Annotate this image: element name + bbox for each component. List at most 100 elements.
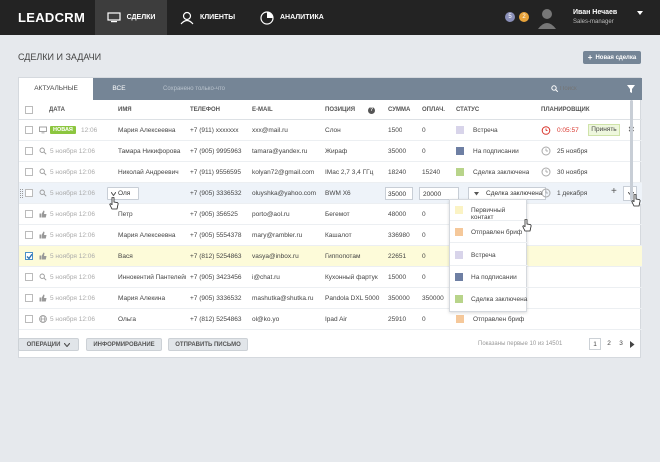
name-cell[interactable]: Иннокентий Пантелеймонович <box>118 274 186 281</box>
search-input[interactable] <box>560 83 620 95</box>
page-2[interactable]: 2 <box>607 340 611 347</box>
nav-clients[interactable]: КЛИЕНТЫ <box>180 0 252 35</box>
plan-cell[interactable]: 30 ноября <box>557 169 588 176</box>
drag-handle[interactable] <box>20 189 23 198</box>
help-icon[interactable]: ? <box>368 107 375 114</box>
phone-cell[interactable]: +7 (812) 5254863 <box>190 253 242 260</box>
scrollbar[interactable] <box>630 100 633 200</box>
name-cell[interactable]: Петр <box>118 211 133 218</box>
phone-cell[interactable]: +7 (911) xxxxxxx <box>190 127 239 134</box>
add-icon[interactable]: + <box>611 186 617 197</box>
name-cell[interactable]: Ольга <box>118 316 137 323</box>
paid-cell[interactable]: 0 <box>422 148 426 155</box>
paid-cell[interactable]: 0 <box>422 274 426 281</box>
table-row[interactable]: 5 ноября 12:06 Николай Андреевич +7 (911… <box>19 162 642 183</box>
status-option[interactable]: Первичный контакт <box>450 200 528 221</box>
sum-cell[interactable]: 350000 <box>388 295 410 302</box>
sum-cell[interactable]: 15000 <box>388 274 407 281</box>
position-cell[interactable]: Кашалот <box>325 232 352 239</box>
sum-cell[interactable]: 25910 <box>388 316 407 323</box>
row-checkbox[interactable] <box>25 189 33 197</box>
user-name[interactable]: Иван Нечаев <box>573 9 618 16</box>
email-cell[interactable]: ol@ko.yo <box>252 316 280 323</box>
status-cell[interactable]: Отправлен бриф <box>473 316 525 323</box>
position-cell[interactable]: Слон <box>325 127 341 134</box>
email-cell[interactable]: tamara@yandex.ru <box>252 148 308 155</box>
table-row[interactable]: 5 ноября 12:06 Мария Алексеевна +7 (905)… <box>19 225 642 246</box>
phone-cell[interactable]: +7 (812) 5254863 <box>190 316 242 323</box>
accept-button[interactable]: Принять <box>588 124 620 136</box>
row-checkbox[interactable] <box>25 315 33 323</box>
status-cell[interactable]: На подписании <box>473 148 519 155</box>
col-status[interactable]: СТАТУС <box>456 107 480 113</box>
plan-cell[interactable]: 1 декабря <box>557 190 588 197</box>
email-cell[interactable]: mashutka@shutka.ru <box>252 295 314 302</box>
status-option[interactable]: Отправлен бриф <box>450 222 528 243</box>
status-cell[interactable]: Встреча <box>473 127 498 134</box>
inform-button[interactable]: ИНФОРМИРОВАНИЕ <box>86 338 162 351</box>
status-option[interactable]: Сделка заключена <box>450 289 528 310</box>
app-logo[interactable]: LEADCRM <box>18 10 86 25</box>
sum-cell[interactable]: 48000 <box>388 211 407 218</box>
paid-cell[interactable]: 0 <box>422 316 426 323</box>
name-cell[interactable]: Вася <box>118 253 133 260</box>
col-sum[interactable]: СУММА <box>388 107 411 113</box>
tab-all[interactable]: ВСЕ <box>112 85 126 92</box>
position-cell[interactable]: Кухонный фартук <box>325 274 378 281</box>
row-checkbox[interactable] <box>25 210 33 218</box>
notifications-badge[interactable]: 5 <box>505 12 515 22</box>
nav-deals[interactable]: СДЕЛКИ <box>95 0 167 35</box>
position-cell[interactable]: IMac 2,7 3,4 ГГц <box>325 169 374 176</box>
table-row-selected[interactable]: 5 ноября 12:06 Вася +7 (812) 5254863 vas… <box>19 246 642 267</box>
status-option[interactable]: Встреча <box>450 245 528 266</box>
phone-cell[interactable]: +7 (905) 3336532 <box>190 295 242 302</box>
sum-cell[interactable]: 1500 <box>388 127 403 134</box>
position-cell[interactable]: Pandola DXL 5000 <box>325 295 380 302</box>
paid-cell[interactable]: 0 <box>422 127 426 134</box>
paid-cell[interactable]: 350000 <box>422 295 444 302</box>
sum-cell[interactable]: 336980 <box>388 232 410 239</box>
paid-input[interactable]: 20000 <box>419 187 459 200</box>
table-row[interactable]: 5 ноября 12:06 Ольга +7 (812) 5254863 ol… <box>19 309 642 330</box>
name-cell[interactable]: Мария Алексеевна <box>118 232 176 239</box>
nav-analytics[interactable]: АНАЛИТИКА <box>260 0 340 35</box>
name-select[interactable]: Оля <box>107 187 139 200</box>
row-checkbox[interactable] <box>25 231 33 239</box>
email-cell[interactable]: vasya@inbox.ru <box>252 253 299 260</box>
position-cell[interactable]: Ipad Air <box>325 316 348 323</box>
paid-cell[interactable]: 15240 <box>422 169 441 176</box>
operations-button[interactable]: ОПЕРАЦИИ <box>18 338 79 351</box>
sum-cell[interactable]: 22651 <box>388 253 407 260</box>
name-cell[interactable]: Мария Алекина <box>118 295 166 302</box>
col-name[interactable]: ИМЯ <box>118 107 132 113</box>
sum-input[interactable]: 35000 <box>385 187 413 200</box>
name-cell[interactable]: Николай Андреевич <box>118 169 179 176</box>
email-cell[interactable]: kolyan72@gmail.com <box>252 169 315 176</box>
row-checkbox[interactable] <box>25 273 33 281</box>
col-email[interactable]: E-MAIL <box>252 107 273 113</box>
avatar-icon[interactable] <box>535 5 559 29</box>
plan-cell[interactable]: 25 ноября <box>557 148 588 155</box>
position-cell[interactable]: BWM X6 <box>325 190 351 197</box>
phone-cell[interactable]: +7 (911) 9556595 <box>190 169 242 176</box>
tasks-badge[interactable]: 2 <box>519 12 529 22</box>
page-3[interactable]: 3 <box>619 340 623 347</box>
paid-cell[interactable]: 0 <box>422 211 426 218</box>
email-cell[interactable]: porto@aol.ru <box>252 211 290 218</box>
paid-cell[interactable]: 0 <box>422 232 426 239</box>
paid-cell[interactable]: 0 <box>422 253 426 260</box>
send-email-button[interactable]: ОТПРАВИТЬ ПИСЬМО <box>168 338 248 351</box>
sum-cell[interactable]: 35000 <box>388 148 407 155</box>
row-checkbox-checked[interactable] <box>25 252 33 260</box>
chevron-right-icon[interactable] <box>630 341 635 348</box>
sum-cell[interactable]: 18240 <box>388 169 407 176</box>
row-checkbox[interactable] <box>25 147 33 155</box>
name-cell[interactable]: Мария Алексеевна <box>118 127 176 134</box>
row-checkbox[interactable] <box>25 168 33 176</box>
new-deal-button[interactable]: + Новая сделка <box>583 51 641 64</box>
status-option[interactable]: На подписании <box>450 267 528 288</box>
col-date[interactable]: ДАТА <box>49 107 65 113</box>
phone-cell[interactable]: +7 (905) 5554378 <box>190 232 242 239</box>
table-row-editing[interactable]: 5 ноября 12:06 Оля +7 (905) 3336532 oluy… <box>19 183 642 204</box>
row-checkbox[interactable] <box>25 126 33 134</box>
